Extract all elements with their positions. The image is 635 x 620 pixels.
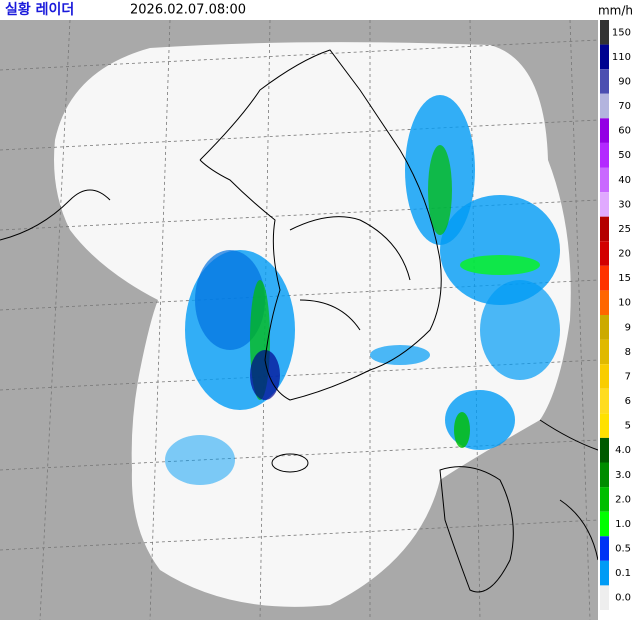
legend-label: 90 (618, 76, 631, 87)
legend-label: 60 (618, 126, 631, 137)
legend-label: 110 (612, 52, 631, 63)
echoes (165, 95, 560, 485)
time: 2026.02.07.08:00 (130, 3, 246, 18)
map (0, 19, 599, 620)
legend-label: 4.0 (615, 445, 631, 456)
legend-swatch (600, 585, 609, 610)
legend-swatch (600, 20, 609, 45)
legend-swatch (600, 192, 609, 217)
legend-label: 6 (625, 396, 631, 407)
legend-swatch (600, 413, 609, 438)
legend-swatch (600, 118, 609, 143)
legend-swatch (600, 44, 609, 70)
legend-swatch (600, 167, 609, 193)
legend-swatch (600, 93, 609, 119)
legend-swatch (600, 511, 609, 537)
legend-label: 70 (618, 101, 631, 112)
legend-label: 25 (618, 224, 631, 235)
legend-label: 5 (625, 421, 631, 432)
legend-label: 2.0 (615, 494, 631, 505)
legend-swatch (600, 462, 609, 488)
legend-label: 150 (612, 27, 631, 38)
coastlines (0, 49, 599, 593)
legend-swatch (600, 388, 609, 414)
legend-label: 8 (625, 347, 631, 358)
legend-label: 20 (618, 249, 631, 260)
legend-label: 9 (625, 322, 631, 333)
legend-swatch (600, 265, 609, 291)
unit: mm/h (598, 4, 633, 18)
legend-swatch (600, 290, 609, 315)
legend-label: 0.5 (615, 544, 631, 555)
legend-label: 3.0 (615, 470, 631, 481)
legend-swatch (600, 241, 609, 266)
legend-label: 30 (618, 199, 631, 210)
legend-label: 15 (618, 273, 631, 284)
legend-swatch (600, 142, 609, 168)
legend-label: 1.0 (615, 519, 631, 530)
legend-swatch (600, 69, 609, 94)
legend-label: 0.1 (615, 568, 631, 579)
legend-swatch (600, 437, 609, 463)
legend-swatch (600, 216, 609, 242)
legend-label: 40 (618, 175, 631, 186)
legend-swatch (600, 339, 609, 365)
legend-swatch (600, 487, 609, 512)
title: 실황 레이더 (5, 1, 74, 18)
legend-label: 10 (618, 298, 631, 309)
legend-swatch (600, 536, 609, 561)
legend-label: 50 (618, 150, 631, 161)
legend-swatch (600, 315, 609, 340)
legend-label: 0.0 (615, 593, 631, 604)
legend-label: 7 (625, 371, 631, 382)
legend-swatch (600, 364, 609, 389)
legend-swatch (600, 560, 609, 586)
